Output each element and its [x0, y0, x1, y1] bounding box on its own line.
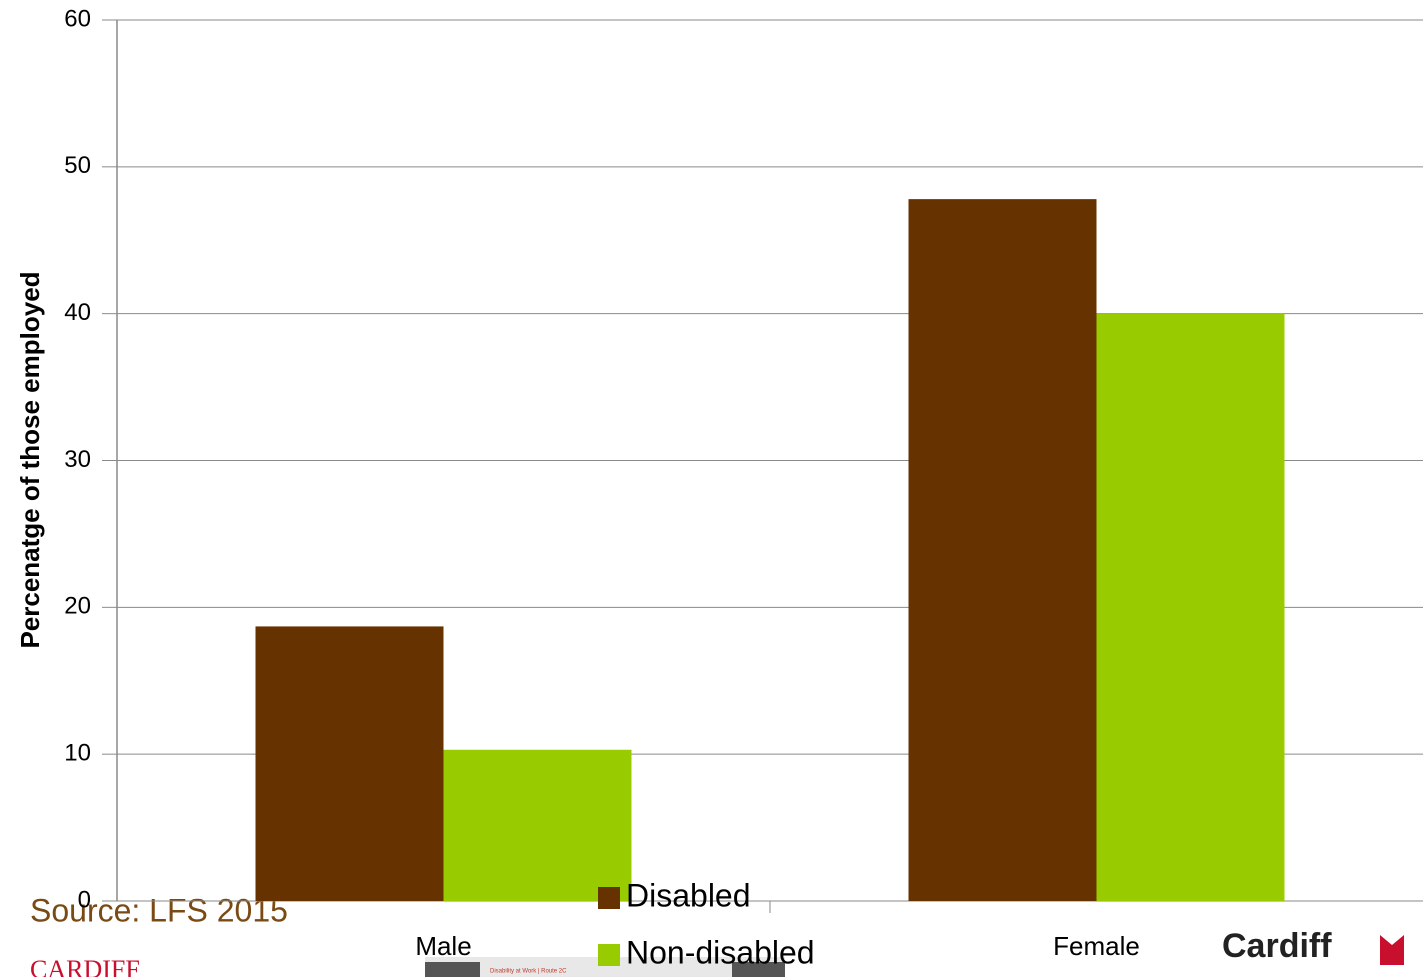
thumbnail-panel — [425, 962, 480, 977]
source-note: Source: LFS 2015 — [30, 892, 288, 928]
x-tick-label: Female — [1053, 931, 1140, 961]
thumbnail: Disability at Work | Route 2C — [425, 957, 785, 977]
logo-left: CARDIFF — [30, 955, 140, 977]
legend-swatch — [598, 944, 620, 966]
y-tick-label: 40 — [64, 299, 91, 326]
thumbnail-caption: Disability at Work | Route 2C — [490, 969, 567, 975]
legend-swatch — [598, 887, 620, 909]
y-tick-label: 20 — [64, 593, 91, 620]
y-tick-label: 10 — [64, 740, 91, 767]
y-tick-label: 50 — [64, 152, 91, 179]
y-tick-label: 30 — [64, 446, 91, 473]
legend-label: Non-disabled — [626, 934, 815, 970]
legend-label: Disabled — [626, 877, 751, 913]
bar — [443, 749, 632, 901]
bar — [1096, 313, 1285, 902]
y-tick-label: 0 — [78, 886, 91, 913]
thumbnail-panel — [732, 962, 785, 977]
x-tick-label: Male — [415, 931, 471, 961]
y-axis-label: Percenatge of those employed — [15, 271, 45, 648]
logo-mark — [1380, 935, 1404, 965]
thumbnail-frame — [425, 957, 785, 977]
bar — [255, 626, 444, 901]
y-tick-label: 60 — [64, 5, 91, 32]
logo-right: Cardiff — [1222, 927, 1332, 965]
bar — [908, 199, 1097, 902]
